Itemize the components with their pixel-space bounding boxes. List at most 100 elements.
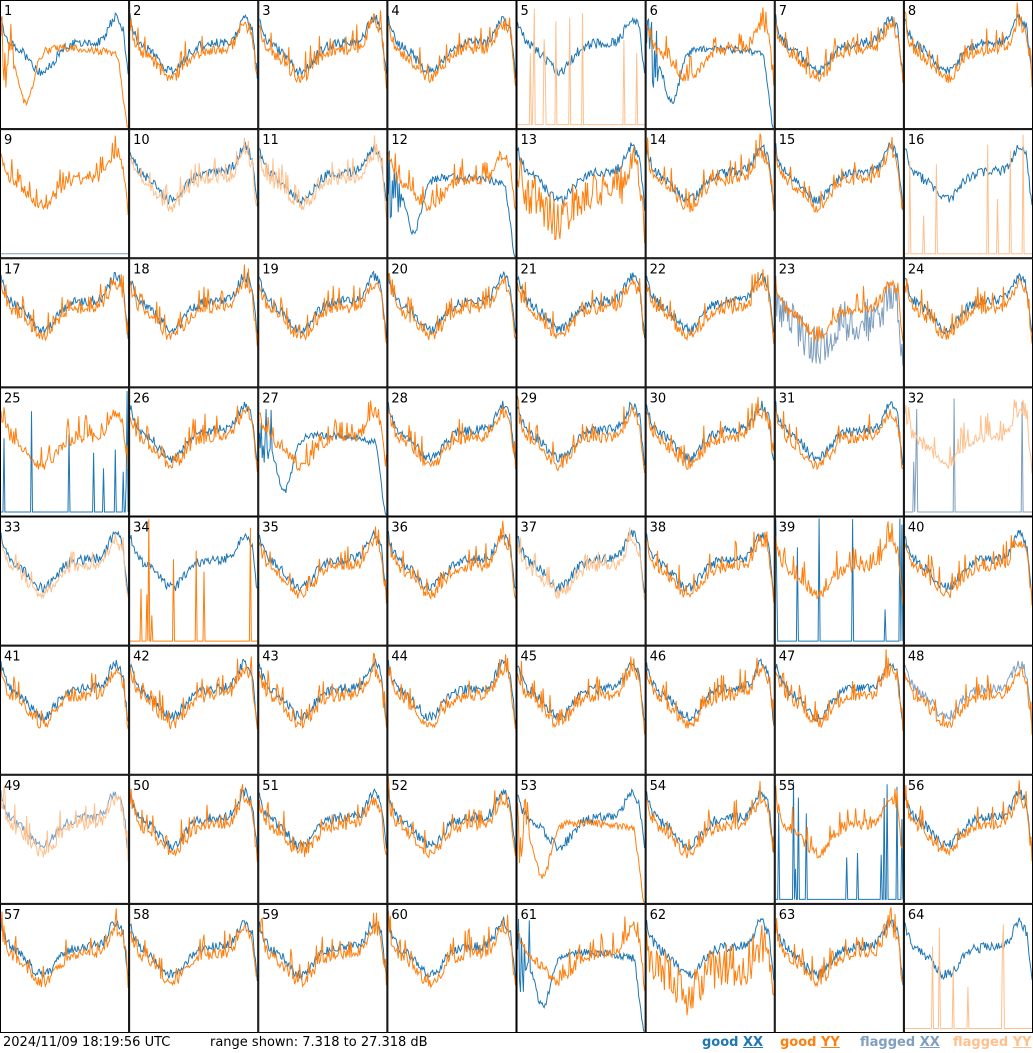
spectrum-44-xx-good [387,659,516,726]
tile-label: 39 [779,521,796,536]
tile-label: 21 [521,262,538,277]
tile-24: 24 [903,258,1033,388]
tile-border [516,129,646,259]
tile-label: 31 [779,391,796,406]
spectrum-55-xx-good [775,782,904,900]
legend-good-xx-pol: XX [743,1035,764,1050]
tile-border [258,903,388,1033]
tile-border [645,903,775,1033]
tile-border [258,774,388,904]
tile-31: 31 [774,387,904,517]
spectrum-8-yy-good [904,2,1033,88]
tile-border [0,516,130,646]
spectrum-35-xx-good [258,529,387,594]
tile-border [129,516,259,646]
spectrum-37-xx-good [517,529,646,594]
spectrum-32-xx-flagged [904,398,1032,513]
spectrum-1-xx-good [0,11,129,76]
spectrum-30-yy-good [646,396,775,470]
tile-label: 51 [262,779,279,794]
tile-label: 52 [391,779,408,794]
tile-label: 11 [262,133,279,148]
tile-label: 3 [262,4,270,19]
tile-8: 8 [903,0,1033,130]
spectrum-28-yy-good [387,405,516,470]
tile-15: 15 [774,129,904,259]
tile-border [645,129,775,259]
spectrum-4-xx-good [387,15,516,79]
tile-label: 43 [262,650,279,665]
legend-flagged-xx-pol: XX [919,1035,940,1050]
tile-border [903,129,1033,259]
tile-20: 20 [387,258,517,388]
tile-50: 50 [129,774,259,904]
tile-58: 58 [129,903,259,1033]
tile-border [129,129,259,259]
spectrum-3-xx-good [259,14,387,77]
tile-border [645,0,775,130]
tile-44: 44 [387,645,517,775]
tile-border [774,774,904,904]
tile-border [0,645,130,775]
tile-label: 12 [391,133,408,148]
tile-label: 42 [133,650,150,665]
legend-flagged-xx-word: flagged [860,1035,916,1050]
tile-55: 55 [774,774,904,904]
tile-border [0,258,130,388]
spectrum-22-yy-good [646,269,775,344]
spectrum-18-xx-good [129,271,258,334]
spectrum-48-xx-flagged [904,660,1033,725]
tile-label: 64 [908,908,925,923]
spectrum-27-yy-good [259,400,387,472]
tile-label: 54 [650,779,667,794]
tile-border [774,0,904,130]
tile-38: 38 [645,516,775,646]
spectrum-46-yy-good [646,657,775,729]
spectrum-17-xx-good [0,271,129,340]
tile-60: 60 [387,903,517,1033]
legend-good-yy-word: good [780,1035,817,1050]
spectrum-36-yy-good [387,520,516,600]
tile-border [129,645,259,775]
spectrum-51-yy-good [258,797,387,858]
tile-label: 28 [391,391,408,406]
tile-label: 53 [521,779,538,794]
tile-border [774,903,904,1033]
tile-7: 7 [774,0,904,130]
tile-63: 63 [774,903,904,1033]
tile-label: 1 [4,4,12,19]
legend-flagged-yy-pol: YY [1012,1035,1032,1050]
tile-48: 48 [903,645,1033,775]
spectrum-2-yy-good [129,18,258,81]
spectrum-51-xx-good [258,788,387,851]
legend-good-yy: good YY [780,1033,840,1053]
tile-1: 1 [0,0,130,130]
spectrum-15-yy-good [775,137,904,214]
tile-label: 15 [779,133,796,148]
tile-3: 3 [258,0,388,130]
tile-border [516,645,646,775]
tile-label: 60 [391,908,408,923]
spectrum-8-xx-good [904,13,1033,78]
spectrum-57-xx-good [0,918,129,980]
tile-41: 41 [0,645,130,775]
spectrum-45-yy-good [517,656,646,735]
legend-good-xx-word: good [702,1035,739,1050]
tile-border [258,258,388,388]
tile-6: 6 [645,0,775,130]
spectrum-59-yy-good [258,912,387,988]
tile-label: 8 [908,4,916,19]
tile-label: 25 [4,391,21,406]
tile-label: 50 [133,779,150,794]
tile-14: 14 [645,129,775,259]
spectrum-40-yy-good [904,535,1033,606]
tile-label: 29 [521,391,538,406]
spectrum-34-xx-good [129,532,258,591]
tile-border [903,645,1033,775]
spectrum-17-yy-good [0,274,129,342]
tile-border [387,129,517,259]
tile-border [774,129,904,259]
tile-border [129,0,259,130]
tile-label: 4 [391,4,399,19]
